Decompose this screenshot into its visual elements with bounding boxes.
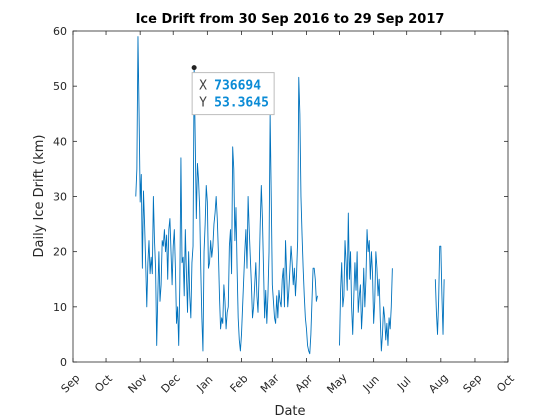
data-tip[interactable]: X 736694 Y 53.3645 bbox=[191, 65, 275, 116]
series-line-segment bbox=[339, 212, 393, 352]
y-tick-label: 40 bbox=[53, 135, 67, 148]
y-tick-label: 20 bbox=[53, 246, 67, 259]
data-series bbox=[135, 36, 445, 355]
y-tick-label: 60 bbox=[53, 25, 67, 38]
y-axis: 0 10 20 30 40 50 60 bbox=[53, 25, 508, 369]
y-tick-label: 30 bbox=[53, 191, 67, 204]
data-tip-x-value: 736694 bbox=[214, 79, 261, 94]
data-tip-y-value: 53.3645 bbox=[214, 96, 269, 111]
series-line-segment bbox=[434, 245, 445, 335]
x-axis-label: Date bbox=[274, 404, 305, 419]
data-tip-box bbox=[191, 72, 275, 116]
y-tick-label: 0 bbox=[60, 356, 67, 369]
y-tick-label: 50 bbox=[53, 80, 67, 93]
plot-area bbox=[72, 30, 509, 363]
y-tick-label: 10 bbox=[53, 301, 67, 314]
data-tip-y-label: Y bbox=[199, 96, 207, 111]
data-tip-x-label: X bbox=[199, 79, 207, 94]
data-tip-marker[interactable] bbox=[191, 65, 197, 71]
series-line-segment bbox=[135, 36, 318, 355]
y-axis-label: Daily Ice Drift (km) bbox=[32, 134, 47, 257]
chart-title: Ice Drift from 30 Sep 2016 to 29 Sep 201… bbox=[136, 12, 445, 27]
